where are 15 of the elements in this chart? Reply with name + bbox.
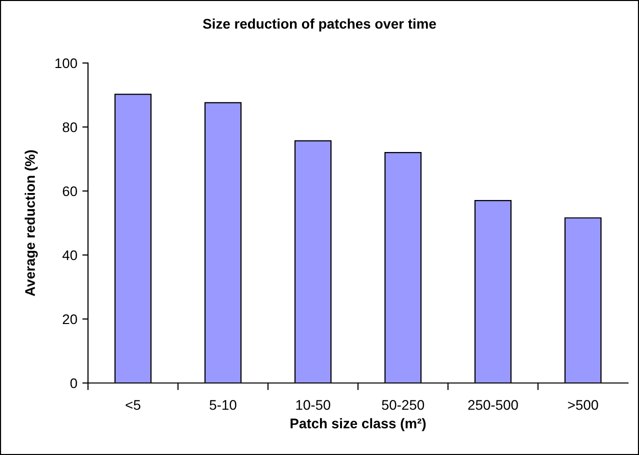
y-tick-label: 20 xyxy=(62,314,78,324)
y-tick-label: 100 xyxy=(55,58,78,68)
x-tick-label: 50-250 xyxy=(382,400,424,410)
y-tick-label: 80 xyxy=(62,122,78,132)
x-tick-label: <5 xyxy=(126,400,140,410)
x-tick-label: 10-50 xyxy=(296,400,330,410)
y-tick-label: 0 xyxy=(70,378,78,388)
x-tick-label: >500 xyxy=(568,400,598,410)
x-axis-title: Patch size class (m²) xyxy=(290,418,426,432)
y-axis-title: Average reduction (%) xyxy=(24,150,38,296)
y-tick-label: 40 xyxy=(62,250,78,260)
x-tick-label: 5-10 xyxy=(210,400,236,410)
x-tick-label: 250-500 xyxy=(468,400,518,410)
chart-title: Size reduction of patches over time xyxy=(202,18,436,32)
y-tick-label: 60 xyxy=(62,186,78,196)
